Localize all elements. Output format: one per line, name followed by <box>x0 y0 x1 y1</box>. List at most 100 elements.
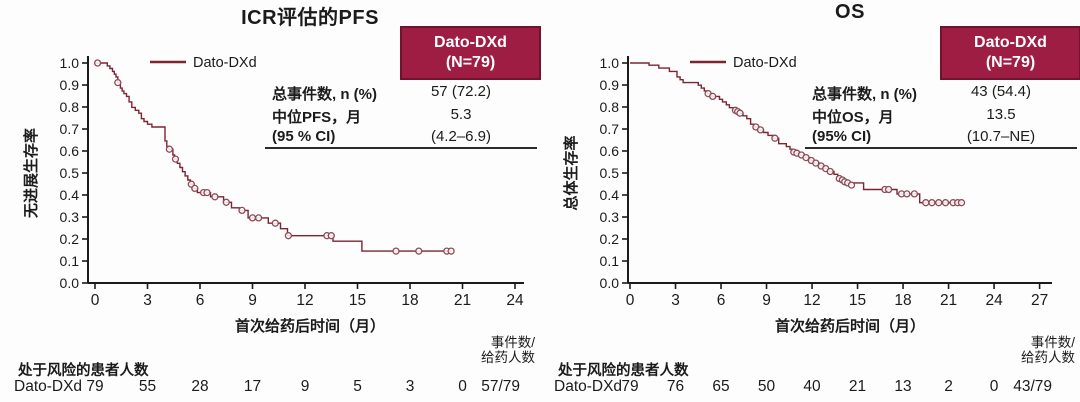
censor-mark <box>254 214 263 222</box>
os-title: OS <box>835 1 865 23</box>
censor-mark <box>957 199 966 207</box>
censor-mark <box>171 155 180 163</box>
x-tick-label: 3 <box>143 292 152 309</box>
risk-count: 65 <box>712 378 730 395</box>
y-tick-label: 0.8 <box>60 99 80 115</box>
censor-mark <box>910 190 919 198</box>
y-axis-label: 无进展生存率 <box>22 128 40 219</box>
pfs-header-line2: (N=79) <box>445 54 496 71</box>
pfs-stat-events-value: 57 (72.2) <box>430 83 492 100</box>
censor-mark <box>284 232 293 240</box>
pfs-events-column-header: 事件数/ 给药人数 <box>425 335 535 365</box>
censor-mark <box>447 247 455 255</box>
legend-label: Dato-DXd <box>733 55 797 71</box>
pfs-stat-median-value: 5.3 <box>450 106 472 123</box>
pfs-xaxis-label: 首次给药后时间（月） <box>234 318 385 335</box>
pfs-stat-median: 中位PFS，月 5.3 <box>0 106 540 126</box>
y-tick-label: 0.5 <box>600 165 620 181</box>
y-tick-label: 0.0 <box>60 275 80 291</box>
risk-count: 17 <box>243 378 262 395</box>
y-tick-label: 1.0 <box>60 55 80 71</box>
risk-count: 40 <box>803 378 821 395</box>
x-tick-label: 9 <box>248 292 257 309</box>
x-tick-label: 21 <box>454 292 471 309</box>
censor-mark <box>93 59 102 67</box>
y-tick-label: 0.7 <box>60 121 80 137</box>
y-tick-label: 0.3 <box>600 209 620 225</box>
y-tick-label: 0.3 <box>60 209 80 225</box>
pfs-stat-ci: (95 % CI) (4.2–6.9) <box>0 128 540 148</box>
y-tick-label: 0.0 <box>600 275 620 291</box>
pfs-risk-group-label: Dato-DXd <box>14 378 83 395</box>
pfs-risk-row: Dato-DXd 57/79 79 55 28 17 9 5 3 0 <box>0 378 540 398</box>
risk-count: 2 <box>944 378 953 395</box>
censor-mark <box>114 78 122 87</box>
os-header-line2: (N=79) <box>985 54 1036 71</box>
x-tick-label: 6 <box>717 292 726 309</box>
pfs-risk-table-header: 处于风险的患者人数 <box>18 363 149 379</box>
censor-mark <box>941 199 950 207</box>
censor-mark <box>203 188 211 197</box>
censor-mark <box>238 206 246 215</box>
pfs-stats-rule <box>265 147 537 149</box>
os-risk-row: Dato-DXd 43/79 79 76 65 50 40 21 13 2 0 <box>540 378 1080 398</box>
censor-mark <box>271 219 279 227</box>
pfs-stat-ci-label: (95 % CI) <box>272 128 336 145</box>
risk-count: 79 <box>86 378 104 395</box>
os-stat-median-label: 中位OS，月 <box>812 109 894 126</box>
x-tick-label: 27 <box>1031 292 1048 309</box>
censor-mark <box>922 199 930 207</box>
os-events-header-line2: 给药人数 <box>1021 350 1075 365</box>
risk-count: 76 <box>666 378 685 395</box>
x-tick-label: 6 <box>196 292 205 309</box>
os-stat-events-label: 总事件数, n (%) <box>812 86 917 103</box>
x-tick-label: 15 <box>349 292 366 309</box>
censor-mark <box>756 126 765 134</box>
x-tick-label: 24 <box>506 292 524 309</box>
os-stat-median-value: 13.5 <box>986 106 1016 123</box>
os-stat-ci-label: (95% CI) <box>812 128 872 145</box>
os-xaxis-label: 首次给药后时间（月） <box>774 318 925 335</box>
pfs-events-header-line1: 事件数/ <box>490 335 535 350</box>
censor-mark <box>903 190 911 198</box>
os-stat-ci-value: (10.7–NE) <box>966 128 1036 145</box>
x-tick-label: 18 <box>401 292 418 309</box>
censor-mark <box>812 159 820 167</box>
risk-count: 9 <box>300 378 310 395</box>
censor-mark <box>327 232 335 240</box>
os-stat-median: 中位OS，月 13.5 <box>540 106 1080 126</box>
os-stat-events: 总事件数, n (%) 43 (54.4) <box>540 83 1080 103</box>
os-header-box: Dato-DXd (N=79) <box>940 26 1080 80</box>
x-tick-label: 0 <box>626 292 635 309</box>
x-tick-label: 24 <box>985 292 1003 309</box>
os-risk-events-value: 43/79 <box>1013 378 1052 395</box>
x-tick-label: 3 <box>671 292 680 309</box>
x-tick-label: 0 <box>91 292 100 309</box>
legend-label: Dato-DXd <box>193 55 257 71</box>
censor-mark <box>884 185 893 194</box>
y-tick-label: 0.8 <box>600 99 620 115</box>
censor-mark <box>826 167 834 176</box>
risk-count: 21 <box>848 378 867 395</box>
censor-mark <box>248 214 257 222</box>
y-tick-label: 0.6 <box>60 143 80 159</box>
os-events-header-line1: 事件数/ <box>1030 335 1075 350</box>
pfs-header-line1: Dato-DXd <box>434 34 507 51</box>
pfs-stat-ci-value: (4.2–6.9) <box>430 128 492 145</box>
pfs-title: ICR评估的PFS <box>241 7 379 29</box>
censor-mark <box>928 199 936 207</box>
os-stat-events-value: 43 (54.4) <box>970 83 1032 100</box>
censor-mark <box>736 109 744 117</box>
y-tick-label: 0.4 <box>600 187 620 203</box>
y-tick-label: 0.1 <box>60 253 80 269</box>
os-events-column-header: 事件数/ 给药人数 <box>965 335 1075 365</box>
risk-count: 3 <box>405 378 415 395</box>
pfs-stat-events: 总事件数, n (%) 57 (72.2) <box>0 83 540 103</box>
x-tick-label: 15 <box>849 292 866 309</box>
x-tick-label: 21 <box>940 292 957 309</box>
y-tick-label: 0.2 <box>600 231 620 247</box>
pfs-stat-median-label: 中位PFS，月 <box>272 109 362 126</box>
censor-mark <box>847 181 856 189</box>
os-risk-group-label: Dato-DXd <box>554 378 623 395</box>
risk-count: 55 <box>138 378 157 395</box>
